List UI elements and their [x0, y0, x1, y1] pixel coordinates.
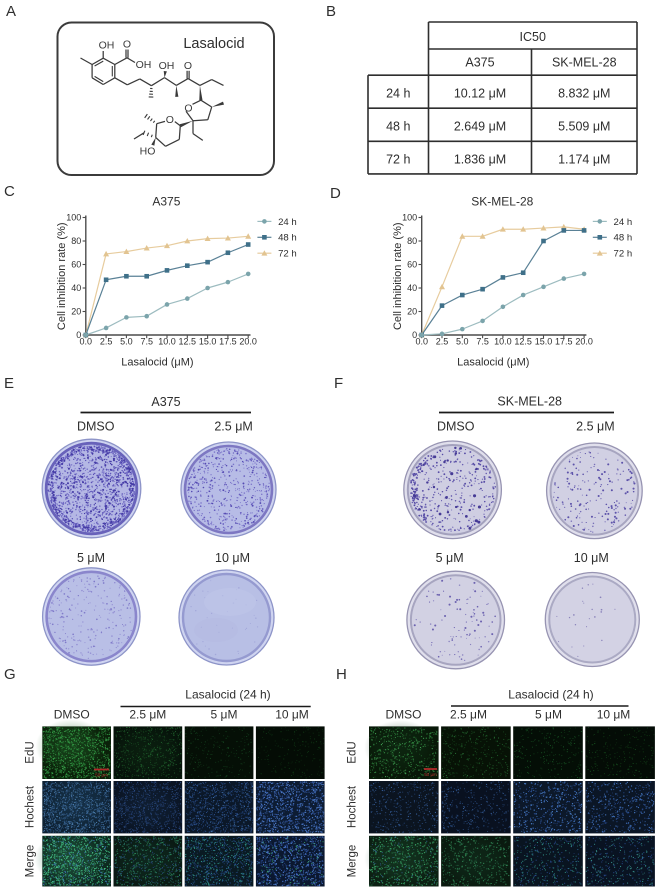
svg-text:8.832 μM: 8.832 μM — [558, 87, 610, 101]
svg-text:15.0: 15.0 — [199, 337, 217, 347]
svg-text:10 μM: 10 μM — [597, 708, 631, 722]
svg-text:OH: OH — [136, 59, 152, 71]
svg-text:Cell inhibition rate (%): Cell inhibition rate (%) — [392, 222, 404, 330]
svg-text:2.5 μM: 2.5 μM — [576, 420, 614, 434]
svg-text:10.12 μM: 10.12 μM — [454, 87, 506, 101]
svg-text:1.836 μM: 1.836 μM — [454, 153, 506, 167]
svg-text:20.0: 20.0 — [239, 337, 257, 347]
svg-text:1.174 μM: 1.174 μM — [558, 153, 610, 167]
svg-text:IC50: IC50 — [520, 30, 546, 44]
svg-text:20.0: 20.0 — [575, 337, 593, 347]
svg-text:48 h: 48 h — [386, 120, 410, 134]
svg-text:100: 100 — [66, 213, 81, 223]
svg-text:DMSO: DMSO — [77, 420, 115, 434]
svg-text:EdU: EdU — [25, 741, 37, 763]
svg-text:2.5 μM: 2.5 μM — [129, 708, 166, 722]
svg-text:5 μM: 5 μM — [77, 551, 105, 565]
svg-text:A375: A375 — [151, 395, 180, 409]
svg-text:2.5 μM: 2.5 μM — [214, 420, 252, 434]
svg-text:24 h: 24 h — [614, 217, 633, 228]
svg-text:0: 0 — [412, 330, 417, 340]
svg-text:A375: A375 — [465, 56, 494, 70]
svg-text:7.5: 7.5 — [476, 337, 489, 347]
svg-text:B: B — [326, 3, 336, 20]
svg-text:72 h: 72 h — [614, 249, 633, 260]
svg-text:60: 60 — [407, 260, 417, 270]
svg-text:SK-MEL-28: SK-MEL-28 — [471, 195, 533, 209]
svg-text:D: D — [330, 185, 341, 202]
svg-text:H: H — [336, 666, 347, 683]
svg-text:17.5: 17.5 — [555, 337, 573, 347]
svg-text:O: O — [184, 102, 192, 114]
svg-text:E: E — [4, 375, 14, 392]
svg-text:48 h: 48 h — [278, 233, 297, 244]
svg-text:DMSO: DMSO — [54, 708, 90, 722]
svg-text:72 h: 72 h — [278, 249, 297, 260]
svg-text:0: 0 — [76, 330, 81, 340]
svg-text:5.509 μM: 5.509 μM — [558, 120, 610, 134]
svg-text:DMSO: DMSO — [386, 708, 422, 722]
svg-text:5 μM: 5 μM — [436, 551, 464, 565]
svg-text:40: 40 — [71, 283, 81, 293]
svg-text:40: 40 — [407, 283, 417, 293]
svg-text:12.5: 12.5 — [514, 337, 532, 347]
svg-text:O: O — [166, 114, 174, 126]
svg-text:48 h: 48 h — [614, 233, 633, 244]
svg-text:20: 20 — [407, 307, 417, 317]
svg-text:Lasalocid (μM): Lasalocid (μM) — [457, 357, 529, 369]
svg-text:SK-MEL-28: SK-MEL-28 — [552, 56, 617, 70]
svg-text:20: 20 — [71, 307, 81, 317]
svg-text:2.5: 2.5 — [100, 337, 113, 347]
svg-text:72 h: 72 h — [386, 153, 410, 167]
svg-text:5.0: 5.0 — [120, 337, 133, 347]
svg-text:50 μm: 50 μm — [424, 772, 437, 777]
svg-text:G: G — [4, 666, 16, 683]
svg-text:100: 100 — [402, 213, 417, 223]
svg-text:10 μM: 10 μM — [275, 708, 309, 722]
svg-text:10 μM: 10 μM — [574, 551, 609, 565]
svg-text:15.0: 15.0 — [535, 337, 553, 347]
svg-text:0.0: 0.0 — [80, 337, 93, 347]
svg-text:DMSO: DMSO — [437, 420, 475, 434]
svg-text:10.0: 10.0 — [158, 337, 176, 347]
svg-text:80: 80 — [71, 236, 81, 246]
svg-text:2.649 μM: 2.649 μM — [454, 120, 506, 134]
svg-text:10 μM: 10 μM — [215, 551, 250, 565]
svg-text:A: A — [6, 3, 16, 20]
svg-text:Merge: Merge — [347, 845, 359, 878]
svg-text:F: F — [334, 375, 343, 392]
svg-text:OH: OH — [99, 39, 115, 51]
svg-text:10.0: 10.0 — [494, 337, 512, 347]
svg-text:50 μm: 50 μm — [95, 773, 108, 778]
svg-text:Hochest: Hochest — [347, 785, 359, 828]
svg-text:5 μM: 5 μM — [535, 708, 562, 722]
svg-text:Lasalocid (24 h): Lasalocid (24 h) — [185, 688, 270, 702]
svg-text:Cell inhibition rate (%): Cell inhibition rate (%) — [56, 222, 68, 330]
svg-text:17.5: 17.5 — [219, 337, 237, 347]
svg-text:EdU: EdU — [347, 741, 359, 763]
svg-text:12.5: 12.5 — [179, 337, 197, 347]
svg-text:0.0: 0.0 — [415, 337, 428, 347]
svg-text:OH: OH — [159, 60, 175, 72]
svg-text:HO: HO — [140, 146, 156, 158]
svg-text:5.0: 5.0 — [456, 337, 469, 347]
svg-text:60: 60 — [71, 260, 81, 270]
svg-text:O: O — [123, 38, 131, 50]
svg-text:Merge: Merge — [25, 845, 37, 878]
svg-text:80: 80 — [407, 236, 417, 246]
svg-text:Hochest: Hochest — [25, 785, 37, 828]
svg-text:2.5: 2.5 — [436, 337, 449, 347]
svg-text:C: C — [4, 183, 15, 200]
svg-text:5 μM: 5 μM — [211, 708, 238, 722]
svg-text:24 h: 24 h — [278, 217, 297, 228]
svg-text:A375: A375 — [152, 195, 180, 209]
svg-text:2.5 μM: 2.5 μM — [450, 708, 487, 722]
svg-text:SK-MEL-28: SK-MEL-28 — [497, 395, 562, 409]
svg-text:Lasalocid (24 h): Lasalocid (24 h) — [508, 688, 593, 702]
svg-text:Lasalocid: Lasalocid — [183, 36, 244, 52]
svg-text:Lasalocid (μM): Lasalocid (μM) — [121, 357, 193, 369]
svg-text:24 h: 24 h — [386, 87, 410, 101]
svg-text:7.5: 7.5 — [140, 337, 153, 347]
svg-text:O: O — [184, 60, 192, 72]
